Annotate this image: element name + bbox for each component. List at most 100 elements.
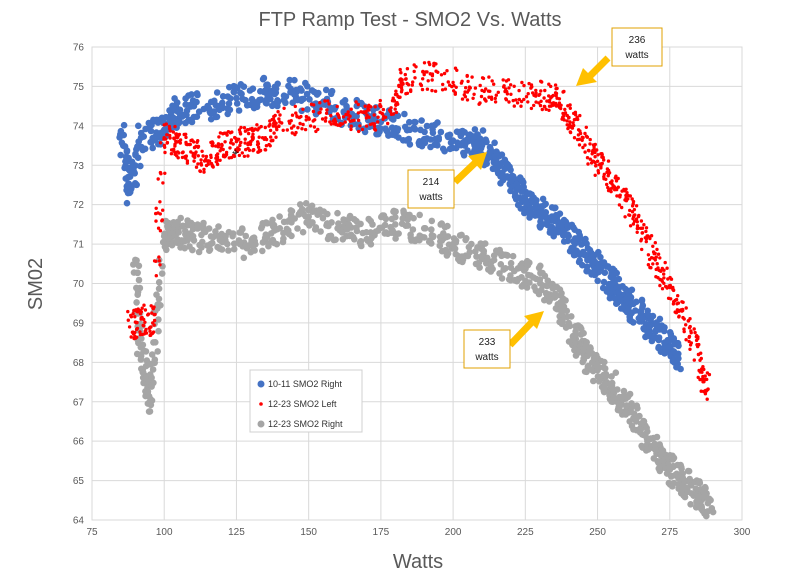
data-point xyxy=(473,253,480,260)
data-point xyxy=(519,177,526,184)
data-point xyxy=(430,88,434,93)
data-point xyxy=(177,139,181,144)
data-point xyxy=(235,107,243,114)
data-point xyxy=(179,223,186,230)
data-point xyxy=(187,142,192,147)
data-point xyxy=(651,440,658,448)
data-point xyxy=(399,215,407,222)
data-point xyxy=(640,247,644,252)
data-point xyxy=(499,169,506,177)
data-point xyxy=(493,158,500,165)
data-point xyxy=(463,90,467,94)
data-point xyxy=(501,251,509,259)
data-point xyxy=(161,208,165,212)
data-point xyxy=(466,248,474,256)
data-point xyxy=(427,143,434,151)
data-point xyxy=(230,245,238,253)
data-point xyxy=(183,111,190,119)
data-point xyxy=(409,226,417,233)
data-point xyxy=(274,125,279,130)
data-point xyxy=(411,126,419,133)
data-point xyxy=(682,329,686,334)
data-point xyxy=(401,110,408,118)
data-point xyxy=(497,180,504,187)
data-point xyxy=(395,230,402,237)
data-point xyxy=(588,142,592,146)
data-point xyxy=(616,293,623,301)
data-point xyxy=(470,133,477,140)
data-point xyxy=(539,269,546,277)
callout-arrow-236 xyxy=(585,55,611,81)
data-point xyxy=(425,87,430,91)
data-point xyxy=(333,117,337,121)
data-point xyxy=(282,99,289,107)
data-point xyxy=(568,106,572,111)
data-point xyxy=(322,86,330,94)
data-point xyxy=(334,225,341,232)
data-point xyxy=(555,96,559,100)
data-point xyxy=(312,103,316,107)
data-point xyxy=(237,153,242,158)
data-point xyxy=(518,260,526,267)
data-point xyxy=(532,103,536,108)
data-point xyxy=(150,339,157,346)
data-point xyxy=(301,122,305,127)
data-point xyxy=(138,332,143,337)
data-point xyxy=(575,115,579,120)
data-point xyxy=(155,327,162,335)
data-point xyxy=(334,209,341,217)
data-point xyxy=(190,138,194,142)
data-point xyxy=(644,237,649,241)
data-point xyxy=(514,201,522,209)
data-point xyxy=(626,313,633,321)
data-point xyxy=(251,148,256,152)
data-point xyxy=(135,276,143,284)
data-point xyxy=(536,276,544,283)
data-point xyxy=(133,284,140,292)
data-point xyxy=(280,235,287,242)
data-point xyxy=(575,137,580,142)
data-point xyxy=(122,158,129,165)
data-point xyxy=(577,143,582,147)
data-point xyxy=(709,508,717,516)
data-point xyxy=(556,286,564,293)
data-point xyxy=(268,128,273,133)
data-point xyxy=(137,162,144,170)
data-point xyxy=(332,236,339,243)
data-point xyxy=(557,105,562,110)
data-point xyxy=(387,108,392,112)
data-point xyxy=(357,241,365,248)
data-point xyxy=(583,240,590,247)
data-point xyxy=(511,276,518,284)
data-point xyxy=(684,338,688,342)
data-point xyxy=(344,112,348,117)
data-point xyxy=(320,117,325,121)
data-point xyxy=(154,259,158,263)
data-point xyxy=(529,198,537,206)
data-point xyxy=(517,97,521,102)
data-point xyxy=(209,233,217,241)
callout-box-236 xyxy=(611,27,663,67)
data-point xyxy=(252,128,256,132)
data-point xyxy=(479,127,487,134)
data-point xyxy=(217,135,221,139)
data-point xyxy=(198,169,202,173)
data-point xyxy=(524,95,529,99)
data-point xyxy=(526,211,533,218)
data-point xyxy=(129,169,137,177)
data-point xyxy=(653,241,657,245)
data-point xyxy=(202,159,207,163)
data-point xyxy=(221,154,226,159)
data-point xyxy=(311,119,315,123)
data-point xyxy=(373,105,377,109)
data-point xyxy=(278,113,282,117)
data-point xyxy=(194,91,201,99)
data-point xyxy=(206,162,210,166)
data-point xyxy=(554,228,562,236)
data-point xyxy=(132,256,139,264)
data-point xyxy=(563,107,567,112)
data-point xyxy=(485,154,493,161)
data-point xyxy=(593,150,597,155)
data-point xyxy=(695,479,702,487)
data-point xyxy=(442,247,450,254)
